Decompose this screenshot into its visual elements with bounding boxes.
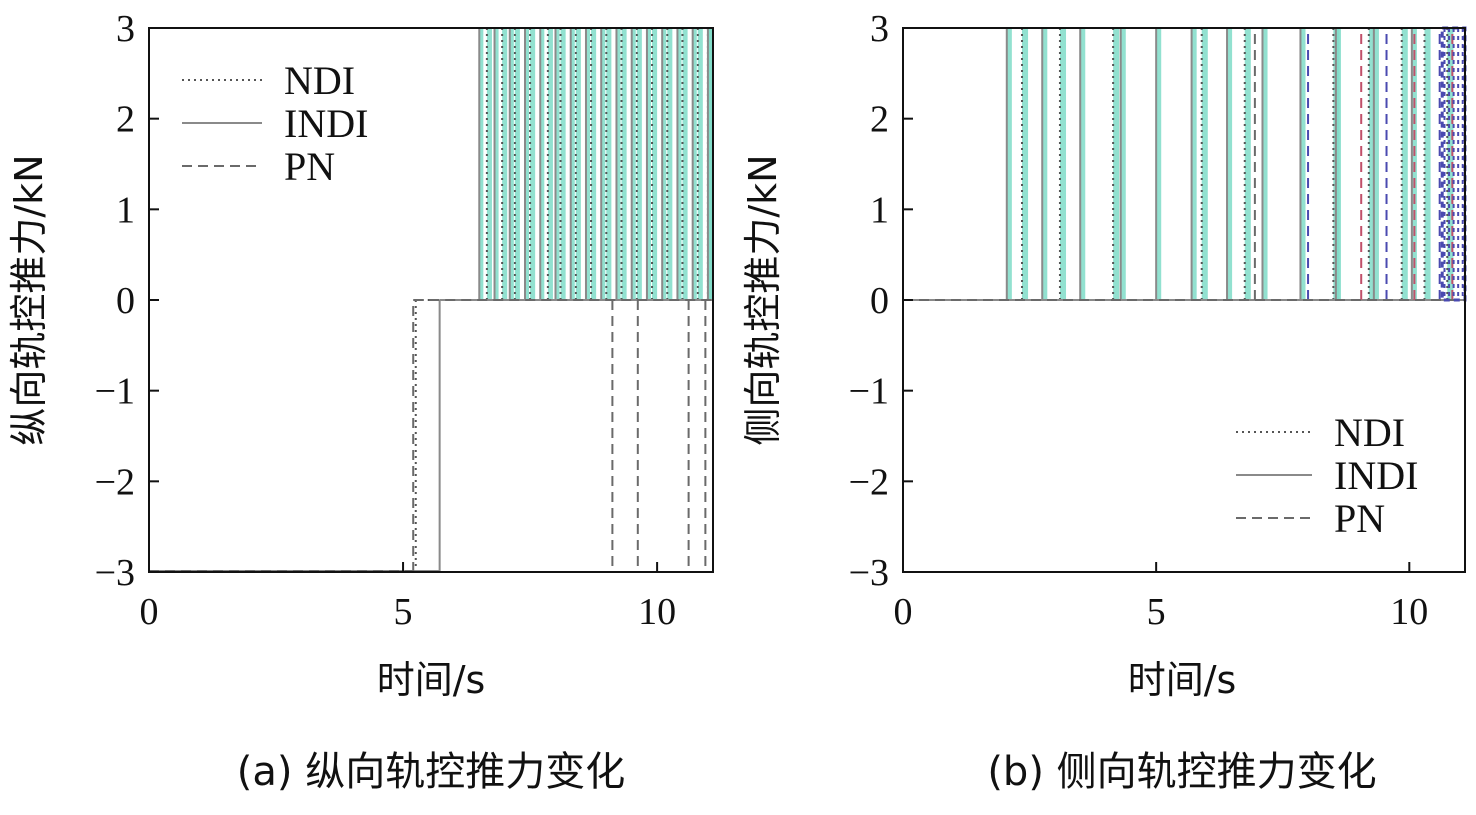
pulse-ndi xyxy=(1201,28,1208,300)
series-pn xyxy=(149,299,713,572)
pulse-ndi xyxy=(1368,28,1375,300)
pulse-ndi xyxy=(682,28,688,300)
pulse-ndi xyxy=(697,28,703,300)
pulse-ndi xyxy=(514,28,520,300)
x-axis-label: 时间/s xyxy=(377,658,486,702)
x-tick-label: 5 xyxy=(1147,591,1166,633)
legend-label-ndi: NDI xyxy=(1334,410,1405,455)
y-tick-label: 1 xyxy=(870,189,889,231)
pulse-indi xyxy=(1335,28,1341,300)
y-axis-label: 纵向轨控推力/kN xyxy=(7,154,51,445)
pulse-indi xyxy=(601,28,606,300)
pulse-ndi xyxy=(502,28,508,300)
y-tick-label: 1 xyxy=(116,189,135,231)
x-axis-label: 时间/s xyxy=(1128,658,1237,702)
pulse-indi xyxy=(479,28,484,300)
series-indi xyxy=(149,28,713,572)
pulse-indi xyxy=(525,28,530,300)
y-tick-label: 0 xyxy=(870,280,889,322)
y-axis-label: 侧向轨控推力/kN xyxy=(741,154,785,445)
legend-label-indi: INDI xyxy=(284,101,368,146)
series-pn xyxy=(903,28,1465,301)
legend-label-pn: PN xyxy=(1334,496,1385,541)
pulse-indi xyxy=(585,28,591,300)
pulse-indi xyxy=(662,28,667,300)
panel-caption: (a) 纵向轨控推力变化 xyxy=(237,749,625,795)
pulse-ndi xyxy=(486,28,492,300)
pulse-indi xyxy=(494,28,499,300)
pulse-ndi xyxy=(530,28,536,300)
pulse-indi xyxy=(616,28,621,300)
pulse-indi xyxy=(1373,28,1379,300)
x-tick-label: 5 xyxy=(394,591,413,633)
pulse-ndi xyxy=(1447,28,1454,300)
pulse-indi xyxy=(509,28,514,300)
y-tick-label: −3 xyxy=(95,552,135,594)
pulse-ndi xyxy=(606,28,612,300)
pulse-ndi xyxy=(560,28,566,300)
pulse-indi xyxy=(677,28,682,300)
y-tick-label: −2 xyxy=(849,461,889,503)
pulse-indi xyxy=(1300,28,1306,300)
pulse-indi xyxy=(1120,28,1126,300)
pulse-indi xyxy=(1006,28,1012,300)
pulse-indi xyxy=(692,28,697,300)
legend-label-pn: PN xyxy=(284,144,335,189)
y-tick-label: −3 xyxy=(849,552,889,594)
pulse-ndi xyxy=(1424,28,1431,300)
x-tick-label: 0 xyxy=(140,591,159,633)
pulse-ndi xyxy=(652,28,658,300)
pulse-ndi xyxy=(636,28,642,300)
y-tick-label: −2 xyxy=(95,461,135,503)
pulse-indi xyxy=(631,28,636,300)
pulse-indi xyxy=(1262,28,1268,300)
y-tick-label: −1 xyxy=(849,371,889,413)
pulse-indi xyxy=(555,28,560,300)
pulse-ndi xyxy=(1059,28,1067,300)
pulse-indi xyxy=(1191,28,1197,300)
pulse-indi xyxy=(1227,28,1233,300)
pulse-indi xyxy=(540,28,545,300)
pulse-ndi xyxy=(1244,28,1251,300)
x-tick-label: 10 xyxy=(1390,591,1428,633)
series-indi xyxy=(903,28,1465,301)
pulse-indi xyxy=(707,28,712,300)
legend-label-indi: INDI xyxy=(1334,453,1418,498)
pulse-ndi xyxy=(621,28,627,300)
y-tick-label: 3 xyxy=(116,8,135,50)
pulse-indi xyxy=(1042,28,1048,300)
pulse-ndi xyxy=(667,28,673,300)
pulse-ndi xyxy=(591,28,597,300)
y-tick-label: 2 xyxy=(116,99,135,141)
pulse-ndi xyxy=(1113,28,1120,300)
pulse-indi xyxy=(1080,28,1086,300)
panel-caption: (b) 侧向轨控推力变化 xyxy=(987,749,1376,795)
y-tick-label: 2 xyxy=(870,99,889,141)
x-tick-label: 0 xyxy=(894,591,913,633)
pulse-ndi xyxy=(575,28,581,300)
series-ndi xyxy=(903,28,1465,301)
pulse-ndi xyxy=(1021,28,1029,300)
pulse-ndi xyxy=(547,28,553,300)
pulse-indi xyxy=(1156,28,1162,300)
pulse-indi xyxy=(646,28,652,300)
y-tick-label: −1 xyxy=(95,371,135,413)
y-tick-label: 3 xyxy=(870,8,889,50)
y-tick-label: 0 xyxy=(116,280,135,322)
x-tick-label: 10 xyxy=(638,591,676,633)
legend-label-ndi: NDI xyxy=(284,58,355,103)
pulse-ndi xyxy=(1401,28,1408,300)
pulse-indi xyxy=(570,28,575,300)
